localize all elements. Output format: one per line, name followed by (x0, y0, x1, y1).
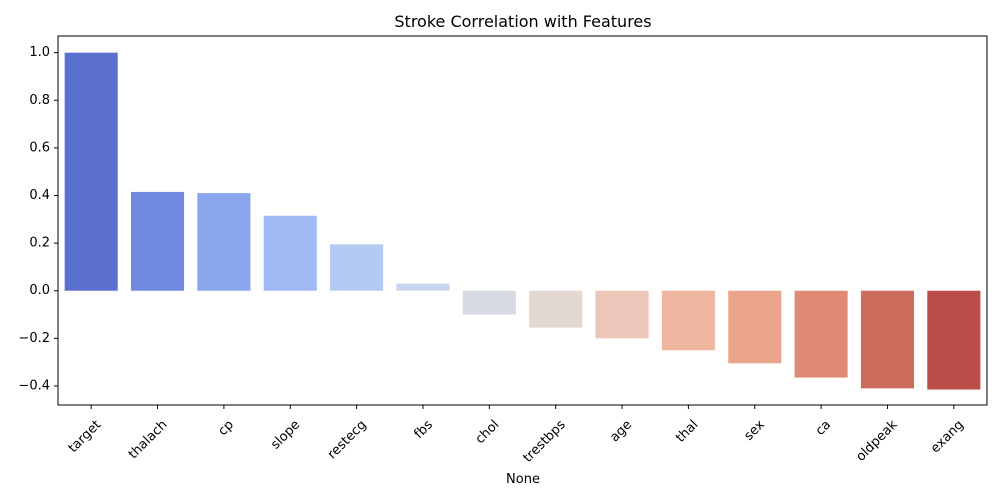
bar-sex (728, 290, 782, 364)
bar-cp (197, 193, 251, 291)
bar-trestbps (529, 290, 583, 328)
bar-oldpeak (860, 290, 915, 389)
x-tick-label: restecg (325, 417, 370, 462)
x-tick-label: age (607, 417, 635, 445)
plot-frame (57, 35, 988, 406)
y-tick-label: −0.2 (18, 331, 50, 346)
x-axis: target thalach cp slope restecg fbs chol trestb… (66, 405, 967, 466)
bar-ca (794, 290, 848, 378)
x-axis-label: None (506, 472, 540, 487)
y-tick-label: 1.0 (29, 45, 50, 60)
x-tick-label: ca (813, 417, 834, 438)
y-tick-label: 0.2 (29, 236, 50, 251)
bar-fbs (396, 283, 450, 291)
bar-slope (263, 215, 317, 291)
bar-exang (927, 290, 981, 390)
x-tick-label: cp (215, 417, 237, 439)
y-tick-label: −0.4 (18, 378, 50, 393)
y-tick-label: 0.0 (29, 283, 50, 298)
x-tick-label: thalach (126, 417, 171, 462)
y-tick-label: 0.8 (29, 93, 50, 108)
x-tick-label: thal (673, 417, 701, 445)
x-tick-label: target (66, 417, 105, 456)
bar-thal (661, 290, 715, 351)
x-tick-label: exang (928, 417, 967, 456)
bar-thalach (130, 191, 185, 291)
bar-age (595, 290, 649, 339)
chart-title: Stroke Correlation with Features (394, 12, 651, 31)
bar-chol (462, 290, 516, 315)
x-tick-label: sex (741, 417, 768, 444)
y-tick-label: 0.4 (29, 188, 50, 203)
y-axis: −0.4 −0.2 0.0 0.2 0.4 0.6 0.8 1.0 (18, 45, 58, 393)
x-tick-label: trestbps (520, 417, 568, 465)
bar-restecg (330, 244, 384, 291)
bar-target (64, 52, 118, 291)
x-tick-label: chol (473, 417, 503, 447)
y-tick-label: 0.6 (29, 140, 50, 155)
bars-group (64, 52, 981, 390)
x-tick-label: oldpeak (853, 417, 900, 464)
x-tick-label: fbs (412, 417, 437, 442)
x-tick-label: slope (268, 417, 303, 452)
